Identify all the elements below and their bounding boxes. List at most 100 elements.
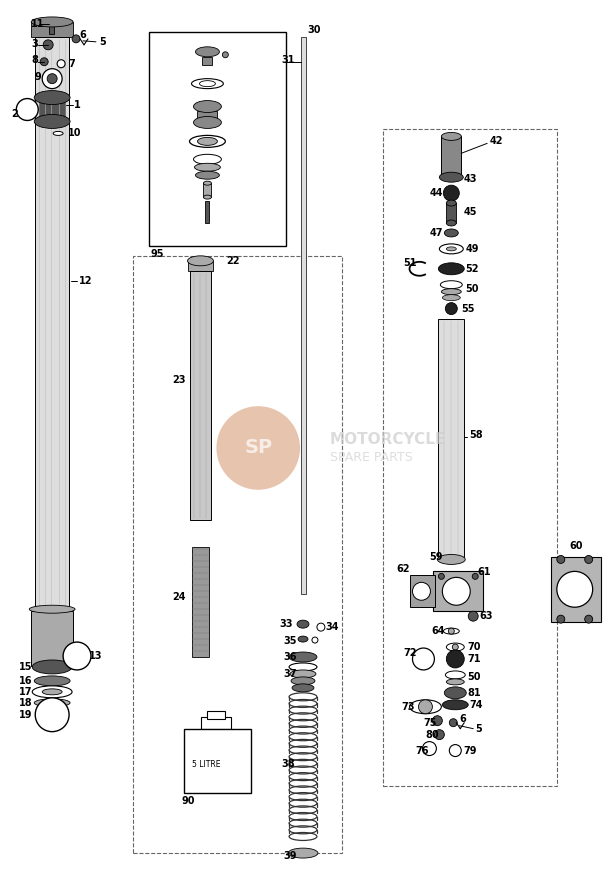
Ellipse shape <box>193 117 221 128</box>
Text: 24: 24 <box>173 592 186 602</box>
Ellipse shape <box>32 17 73 27</box>
Bar <box>32 611 73 666</box>
Text: 5 LITRE: 5 LITRE <box>191 760 220 769</box>
Bar <box>202 57 213 65</box>
Circle shape <box>557 572 593 607</box>
Text: 35: 35 <box>283 636 296 646</box>
Ellipse shape <box>297 620 309 628</box>
Text: 51: 51 <box>404 258 417 267</box>
Text: 61: 61 <box>477 567 491 577</box>
Text: 30: 30 <box>307 25 321 35</box>
Text: 79: 79 <box>463 745 477 756</box>
Text: 10: 10 <box>68 128 82 139</box>
Circle shape <box>413 582 430 600</box>
Ellipse shape <box>195 163 221 171</box>
Circle shape <box>468 611 478 621</box>
Ellipse shape <box>196 171 219 179</box>
Text: 11: 11 <box>32 19 45 29</box>
Text: 62: 62 <box>396 565 410 574</box>
Bar <box>148 32 286 246</box>
Ellipse shape <box>288 848 318 858</box>
Ellipse shape <box>32 686 72 698</box>
Circle shape <box>449 745 461 757</box>
Text: 50: 50 <box>467 672 481 682</box>
Text: 70: 70 <box>467 642 481 652</box>
Text: 81: 81 <box>467 688 481 698</box>
Ellipse shape <box>441 281 462 289</box>
Text: 74: 74 <box>469 700 483 709</box>
Ellipse shape <box>290 670 316 678</box>
Circle shape <box>216 406 300 489</box>
Text: 3: 3 <box>32 39 38 49</box>
Text: 52: 52 <box>465 264 479 274</box>
Ellipse shape <box>441 289 461 295</box>
Bar <box>447 203 456 223</box>
Ellipse shape <box>29 605 75 613</box>
Text: 47: 47 <box>430 228 443 238</box>
Ellipse shape <box>410 700 441 714</box>
Bar <box>201 717 231 729</box>
Ellipse shape <box>34 115 70 128</box>
Ellipse shape <box>445 671 465 679</box>
Ellipse shape <box>34 90 70 104</box>
Circle shape <box>72 35 80 43</box>
Ellipse shape <box>441 132 461 140</box>
Ellipse shape <box>442 295 461 301</box>
Circle shape <box>57 60 65 68</box>
Ellipse shape <box>204 195 211 199</box>
Circle shape <box>442 577 470 605</box>
Text: 75: 75 <box>424 717 437 728</box>
Ellipse shape <box>289 663 317 671</box>
Circle shape <box>435 730 444 739</box>
Text: 71: 71 <box>467 654 481 664</box>
Ellipse shape <box>298 636 308 642</box>
Circle shape <box>433 716 442 725</box>
Text: 7: 7 <box>68 59 75 68</box>
Bar <box>191 547 210 657</box>
Circle shape <box>585 615 593 624</box>
Text: 9: 9 <box>34 72 41 82</box>
Bar <box>198 111 218 123</box>
Text: 58: 58 <box>469 430 483 440</box>
Ellipse shape <box>196 46 219 57</box>
Text: 38: 38 <box>281 759 295 768</box>
Bar <box>49 19 54 34</box>
Ellipse shape <box>198 138 218 146</box>
Circle shape <box>445 303 458 315</box>
Ellipse shape <box>187 256 213 266</box>
Text: MOTORCYCLE: MOTORCYCLE <box>330 432 446 447</box>
Text: 22: 22 <box>227 256 240 266</box>
Ellipse shape <box>42 688 62 695</box>
Text: 34: 34 <box>325 622 338 632</box>
Bar <box>382 130 557 787</box>
Bar <box>184 729 251 794</box>
Text: 8: 8 <box>32 54 38 65</box>
Bar <box>190 271 211 520</box>
Ellipse shape <box>34 676 70 686</box>
Circle shape <box>557 615 565 624</box>
Text: 18: 18 <box>19 698 33 708</box>
Circle shape <box>585 555 593 563</box>
Text: 49: 49 <box>465 244 479 253</box>
Text: 15: 15 <box>19 662 33 672</box>
Text: 17: 17 <box>19 687 33 697</box>
Text: 73: 73 <box>402 702 415 712</box>
Bar <box>441 137 461 175</box>
Bar <box>438 318 464 558</box>
Ellipse shape <box>291 677 315 685</box>
Ellipse shape <box>447 247 456 251</box>
Text: 42: 42 <box>489 136 502 146</box>
Circle shape <box>47 74 57 83</box>
Circle shape <box>42 68 62 89</box>
Circle shape <box>40 58 48 66</box>
Ellipse shape <box>34 699 70 707</box>
Text: SP: SP <box>244 438 272 458</box>
Bar <box>301 37 306 595</box>
Ellipse shape <box>447 220 456 226</box>
Ellipse shape <box>32 660 72 674</box>
Text: 5: 5 <box>475 724 482 734</box>
Text: 55: 55 <box>461 303 474 314</box>
Circle shape <box>419 700 433 714</box>
Text: 43: 43 <box>463 175 477 184</box>
Circle shape <box>448 628 454 634</box>
